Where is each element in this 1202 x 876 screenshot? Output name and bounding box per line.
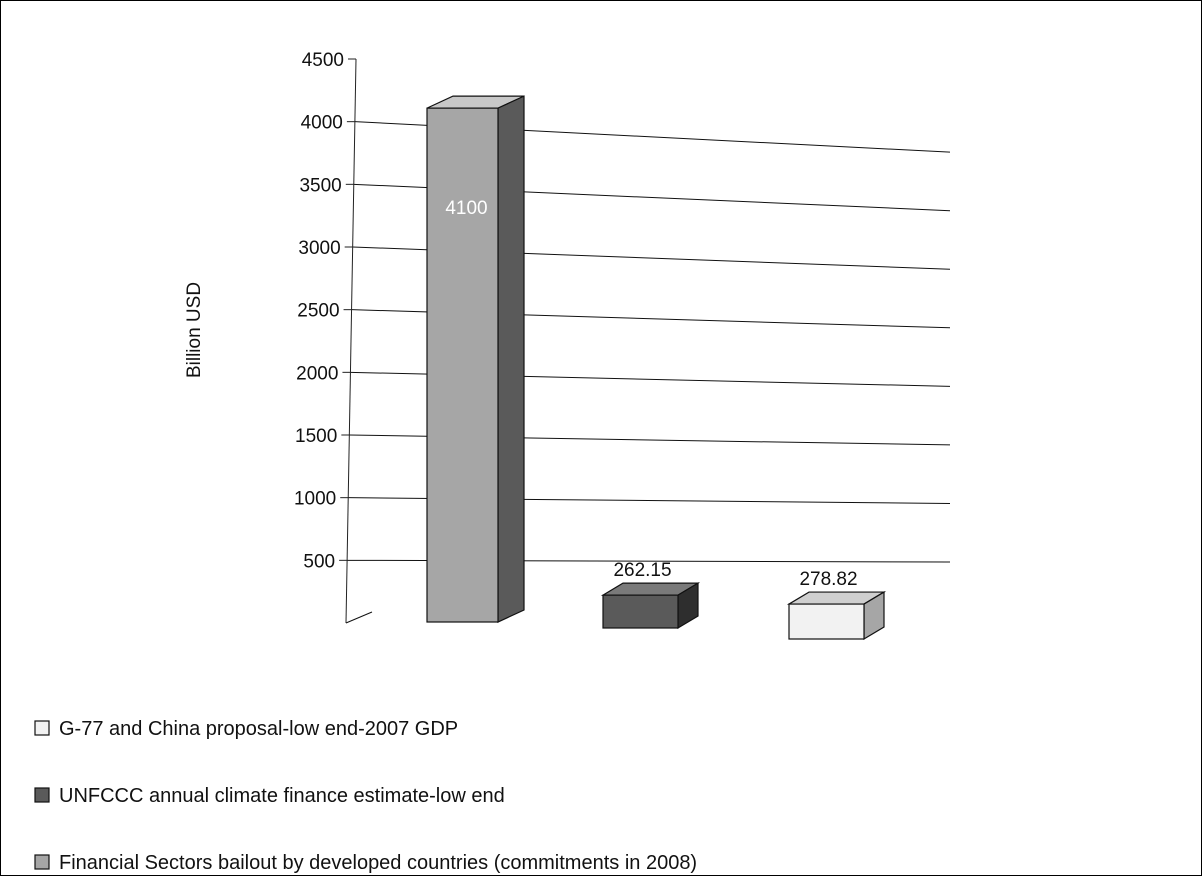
y-tick-label: 4000 [301, 113, 343, 134]
legend-swatch [34, 787, 50, 803]
bars: 4100 262.15 278.82 [426, 95, 887, 641]
floor-edge [345, 611, 373, 624]
y-axis: 500 1000 1500 2000 2500 3000 3500 4000 4500 [294, 50, 357, 624]
y-tick-label: 500 [303, 551, 335, 572]
bar-3: 278.82 [786, 569, 887, 641]
y-axis-line [345, 58, 357, 624]
y-tick-label: 4500 [302, 50, 344, 71]
bar-value-label: 262.15 [613, 560, 671, 581]
y-tick-label: 3500 [299, 175, 341, 196]
bar-1: 4100 [426, 95, 525, 623]
legend: G-77 and China proposal-low end-2007 GDP… [34, 718, 697, 874]
y-axis-label: Billion USD [184, 282, 205, 378]
legend-swatch [34, 720, 50, 736]
legend-label: Financial Sectors bailout by developed c… [59, 852, 697, 874]
bar-2: 262.15 [600, 560, 701, 630]
bar-front-face [602, 594, 679, 629]
bar-side-face [497, 95, 525, 623]
legend-label: UNFCCC annual climate finance estimate-l… [59, 785, 505, 807]
y-tick-label: 2000 [296, 363, 338, 384]
legend-swatch [34, 854, 50, 870]
bar-value-label: 278.82 [799, 569, 857, 590]
bar-value-label: 4100 [445, 198, 487, 219]
y-tick-label: 2500 [297, 301, 339, 322]
y-tick-label: 1000 [294, 489, 336, 510]
bar-front-face [426, 107, 499, 623]
legend-label: G-77 and China proposal-low end-2007 GDP [59, 718, 458, 740]
bar-front-face [788, 603, 865, 640]
y-tick-label: 3000 [298, 238, 340, 259]
y-tick-label: 1500 [295, 426, 337, 447]
